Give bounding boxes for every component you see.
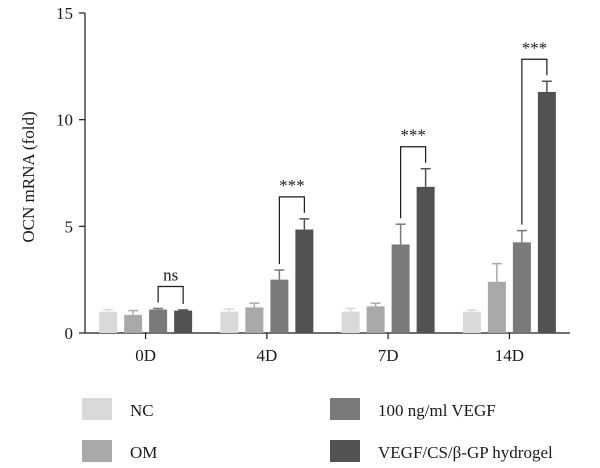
significance-label: *** <box>279 176 305 195</box>
x-category-label: 0D <box>135 346 156 365</box>
bar <box>295 229 314 333</box>
legend-swatch <box>330 398 360 420</box>
bar <box>270 279 289 333</box>
x-category-label: 4D <box>256 346 277 365</box>
significance-label: *** <box>522 38 548 57</box>
y-tick-label: 5 <box>65 217 74 236</box>
bar <box>487 281 506 333</box>
x-category-label: 14D <box>495 346 524 365</box>
bar <box>512 242 531 333</box>
bar <box>341 311 360 333</box>
y-tick-label: 10 <box>56 111 73 130</box>
bar <box>220 311 239 333</box>
bar <box>245 307 264 333</box>
significance-bracket <box>400 146 427 219</box>
bars <box>99 80 556 333</box>
bar <box>149 309 168 333</box>
y-tick-label: 15 <box>56 4 73 23</box>
x-category-label: 7D <box>378 346 399 365</box>
bar <box>174 310 193 333</box>
legend-label: OM <box>130 443 157 462</box>
legend: NC OM 100 ng/ml VEGF VEGF/CS/β-GP hydrogel <box>82 398 553 462</box>
bar <box>537 91 556 333</box>
bar <box>416 186 435 333</box>
legend-swatch <box>82 440 112 462</box>
significance-annotations: ns *** *** *** <box>157 38 548 304</box>
significance-bracket <box>157 285 184 304</box>
bar <box>366 306 385 333</box>
bar <box>462 311 481 333</box>
x-axis: 0D 4D 7D 14D <box>85 332 570 365</box>
bar <box>124 314 143 333</box>
significance-label: *** <box>400 126 426 145</box>
legend-label: NC <box>130 401 154 420</box>
legend-label: 100 ng/ml VEGF <box>378 401 496 420</box>
y-axis: 0 5 10 15 <box>56 4 86 343</box>
y-axis-label: OCN mRNA (fold) <box>19 111 38 242</box>
legend-swatch <box>330 440 360 462</box>
significance-bracket <box>278 196 305 265</box>
significance-bracket <box>521 58 548 225</box>
legend-label: VEGF/CS/β-GP hydrogel <box>378 443 553 462</box>
significance-label: ns <box>163 265 178 284</box>
bar <box>391 244 410 333</box>
legend-swatch <box>82 398 112 420</box>
bar <box>99 311 118 333</box>
y-tick-label: 0 <box>65 324 74 343</box>
